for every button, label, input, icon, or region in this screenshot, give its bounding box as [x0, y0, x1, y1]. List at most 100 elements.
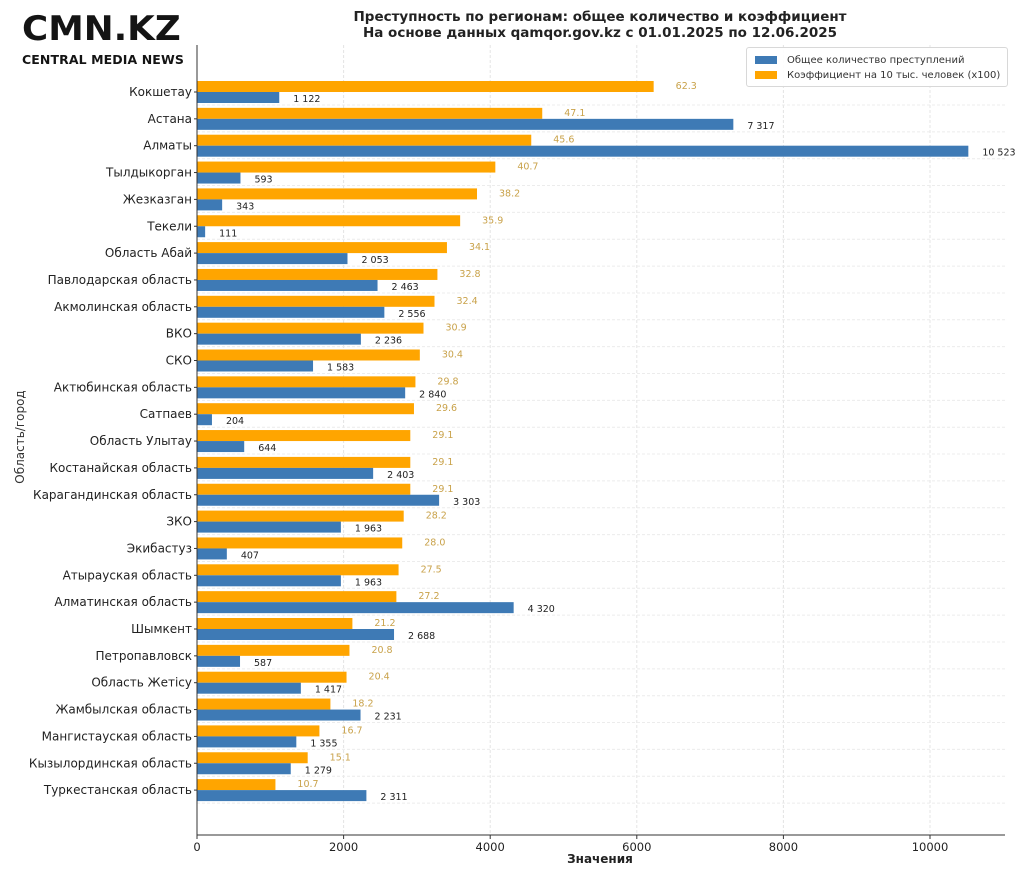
bar-coef — [197, 161, 496, 173]
bar-coef — [197, 725, 320, 737]
data-label-coef: 29.1 — [432, 430, 453, 441]
category-label: Экибастуз — [127, 541, 192, 555]
bar-coef — [197, 644, 350, 656]
x-tick-label: 6000 — [622, 840, 651, 854]
data-label-total: 1 279 — [305, 765, 332, 776]
category-label: СКО — [166, 354, 192, 368]
data-label-total: 2 236 — [375, 336, 402, 347]
data-label-total: 2 053 — [361, 255, 388, 266]
data-label-coef: 16.7 — [341, 725, 362, 736]
data-label-coef: 15.1 — [330, 752, 351, 763]
category-labels: Кокшетау Астана Алматы Тылдыкорган Жезказган… — [29, 85, 192, 797]
category-label: Жезказган — [123, 192, 192, 206]
bar-coef — [197, 671, 347, 683]
category-label: Петропавловск — [95, 649, 192, 663]
bar-coef — [197, 242, 447, 254]
category-label: Акмолинская область — [54, 300, 192, 314]
data-label-total: 2 311 — [380, 792, 407, 803]
x-ticks: 0 2000 4000 6000 8000 10000 — [193, 835, 948, 854]
bar-total — [197, 360, 314, 372]
data-label-coef: 38.2 — [499, 188, 520, 199]
data-label-coef: 28.0 — [424, 537, 445, 548]
category-label: Область Жетісу — [91, 676, 192, 690]
category-label: Область Абай — [105, 246, 192, 260]
bar-total — [197, 414, 212, 426]
bar-total — [197, 494, 440, 506]
category-label: Павлодарская область — [48, 273, 192, 287]
data-label-coef: 32.8 — [459, 269, 480, 280]
category-label: Астана — [148, 112, 192, 126]
data-label-coef: 20.4 — [369, 672, 390, 683]
data-label-coef: 28.2 — [426, 511, 447, 522]
bar-coef — [197, 779, 276, 791]
bar-total — [197, 602, 514, 614]
x-axis-label: Значения — [567, 852, 633, 866]
data-label-coef: 62.3 — [676, 81, 697, 92]
bar-total — [197, 790, 367, 802]
bar-total — [197, 253, 348, 265]
data-label-total: 2 463 — [392, 282, 419, 293]
data-label-coef: 21.2 — [374, 618, 395, 629]
legend: Общее количество преступлений Коэффициен… — [746, 47, 1008, 87]
data-label-total: 4 320 — [528, 604, 555, 615]
data-label-total: 1 583 — [327, 363, 354, 374]
brand-logo: CMN.KZ CENTRAL MEDIA NEWS — [22, 10, 192, 67]
data-label-coef: 29.1 — [432, 457, 453, 468]
data-label-coef: 18.2 — [352, 699, 373, 710]
bar-total — [197, 467, 374, 479]
bar-total — [197, 333, 361, 345]
category-label: Атырауская область — [63, 568, 192, 582]
data-label-total: 204 — [226, 416, 244, 427]
data-label-coef: 32.4 — [456, 296, 477, 307]
data-label-coef: 29.8 — [437, 376, 458, 387]
data-label-total: 2 840 — [419, 389, 446, 400]
data-label-coef: 40.7 — [517, 162, 538, 173]
bar-total — [197, 145, 969, 157]
bar-coef — [197, 618, 353, 629]
data-label-coef: 10.7 — [297, 779, 318, 790]
legend-swatch-coef — [755, 71, 777, 79]
category-label: Жамбылская область — [55, 703, 192, 717]
bar-coef — [197, 376, 416, 388]
category-label: Тылдыкорган — [105, 166, 192, 180]
bar-coef — [197, 510, 404, 522]
category-label: Сатпаев — [140, 407, 192, 421]
bar-coef — [197, 134, 532, 146]
data-label-coef: 29.1 — [432, 484, 453, 495]
data-label-coef: 27.2 — [418, 591, 439, 602]
legend-item-total: Общее количество преступлений — [755, 53, 964, 67]
bar-coef — [197, 456, 411, 468]
bar-total — [197, 736, 297, 748]
bar-coef — [197, 107, 543, 119]
bar-coef — [197, 564, 399, 576]
bar-total — [197, 655, 241, 667]
category-label: Алматинская область — [54, 595, 192, 609]
data-label-total: 644 — [258, 443, 276, 454]
data-label-total: 2 403 — [387, 470, 414, 481]
bar-coef — [197, 698, 331, 710]
bar-total — [197, 763, 291, 775]
category-label: Шымкент — [131, 622, 192, 636]
data-label-total: 407 — [241, 550, 259, 561]
category-label: Кокшетау — [129, 85, 192, 99]
bar-total — [197, 387, 406, 399]
data-label-coef: 30.4 — [442, 350, 463, 361]
bars — [197, 81, 969, 802]
bar-coef — [197, 188, 478, 200]
x-tick-label: 4000 — [476, 840, 505, 854]
bar-coef — [197, 752, 308, 764]
category-label: Карагандинская область — [33, 488, 192, 502]
bar-coef — [197, 349, 420, 361]
category-label: Область Улытау — [90, 434, 192, 448]
chart-subtitle: На основе данных qamqor.gov.kz с 01.01.2… — [362, 25, 838, 41]
data-label-total: 343 — [236, 201, 254, 212]
data-label-total: 1 963 — [355, 577, 382, 588]
x-tick-label: 0 — [193, 840, 200, 854]
x-tick-label: 2000 — [329, 840, 358, 854]
bar-total — [197, 199, 223, 211]
axes — [194, 45, 1005, 836]
bar-total — [197, 629, 395, 640]
data-label-total: 111 — [219, 228, 237, 239]
data-label-total: 10 523 — [982, 148, 1015, 159]
